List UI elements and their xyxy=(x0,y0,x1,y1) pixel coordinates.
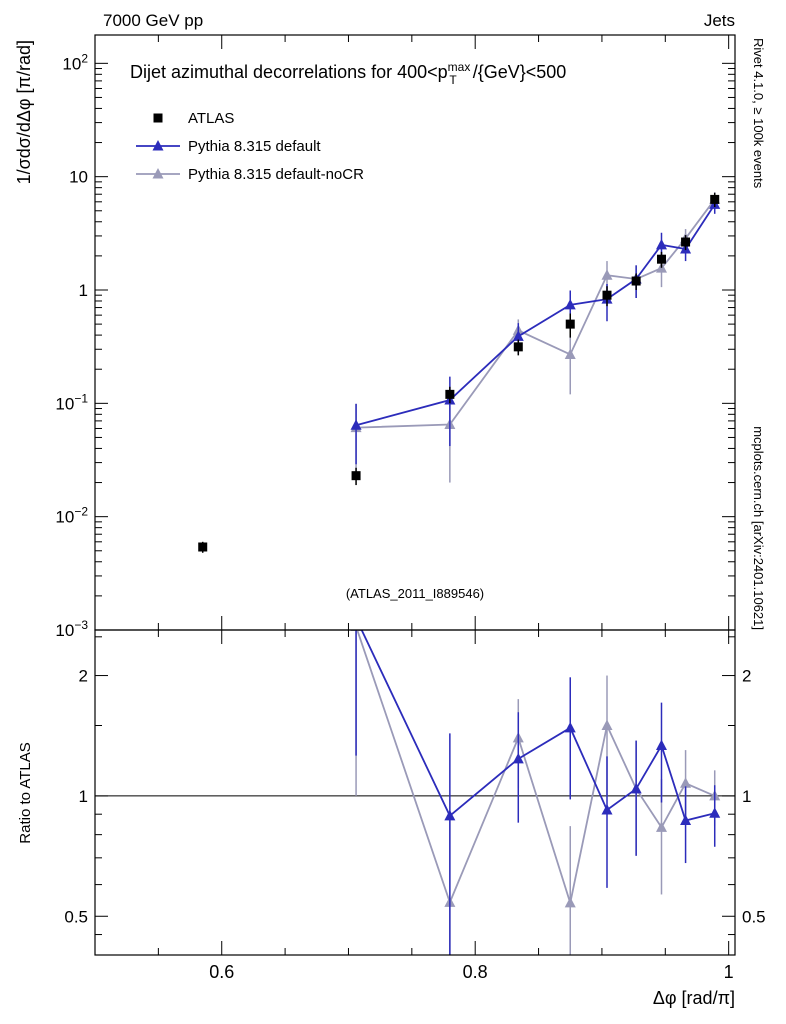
mc-point-marker xyxy=(680,777,692,788)
data-point-marker xyxy=(631,276,641,286)
mc-point-marker xyxy=(351,612,362,623)
rivet-version-note: Rivet 4.1.0, ≥ 100k events xyxy=(751,38,766,189)
mc-point-marker xyxy=(152,140,164,151)
legend-label: Pythia 8.315 default xyxy=(188,138,321,155)
mc-point-marker xyxy=(512,330,524,341)
data-point-marker xyxy=(565,319,575,329)
main-series-pythia-8.315-default-nocr xyxy=(350,192,721,483)
data-point-marker xyxy=(602,290,612,300)
mc-point-marker xyxy=(564,348,576,359)
mc-point-marker xyxy=(680,814,692,825)
plot-title: Dijet azimuthal decorrelations for 400<p… xyxy=(130,60,566,87)
data-point-marker xyxy=(656,254,666,264)
mc-point-marker xyxy=(630,782,642,794)
mc-point-marker xyxy=(152,168,164,179)
ratio-tick-label-right: 1 xyxy=(742,787,751,806)
ratio-tick-label-left: 1 xyxy=(79,787,88,806)
y-tick-label: 10−2 xyxy=(55,505,88,527)
header-beam-energy: 7000 GeV pp xyxy=(103,11,203,30)
data-point-marker xyxy=(513,342,523,352)
main-series-pythia-8.315-default xyxy=(350,196,721,465)
mc-point-marker xyxy=(444,809,456,821)
data-point-marker xyxy=(710,194,720,204)
x-tick-label: 0.6 xyxy=(209,962,234,982)
mc-point-marker xyxy=(350,419,362,430)
main-series-atlas xyxy=(198,192,720,553)
x-tick-label: 1 xyxy=(724,962,734,982)
x-tick-label: 0.8 xyxy=(463,962,488,982)
mc-point-marker xyxy=(564,298,576,310)
legend: ATLAS Pythia 8.315 default Pythia 8.315 de… xyxy=(136,110,364,183)
y-tick-label: 10−1 xyxy=(55,391,88,413)
ratio-tick-label-right: 0.5 xyxy=(742,907,766,926)
y-axis-title: 1/σdσ/dΔφ [π/rad] xyxy=(14,40,34,184)
y-tick-label: 10 xyxy=(69,168,88,187)
data-point-marker xyxy=(681,237,691,247)
legend-label: ATLAS xyxy=(188,110,234,127)
ratio-series-pythia-8.315-default-nocr xyxy=(350,630,721,955)
ratio-axis-title: Ratio to ATLAS xyxy=(17,742,34,843)
mc-point-marker xyxy=(601,803,613,815)
axis-ticks xyxy=(95,35,735,955)
ratio-panel-frame xyxy=(94,629,736,956)
mc-point-marker xyxy=(564,896,576,908)
x-axis-title: Δφ [rad/π] xyxy=(653,988,735,1008)
data-point-marker xyxy=(445,389,455,399)
mc-point-marker xyxy=(512,752,524,764)
header-analysis-type: Jets xyxy=(704,11,735,30)
mc-point-marker xyxy=(655,238,667,250)
ratio-tick-label-left: 2 xyxy=(79,667,88,686)
mcplots-attribution-note: mcplots.cern.ch [arXiv:2401.10621] xyxy=(751,426,766,630)
ratio-tick-label-left: 0.5 xyxy=(64,907,88,926)
data-point-marker xyxy=(153,113,163,123)
data-point-marker xyxy=(198,542,208,552)
mc-point-marker xyxy=(655,821,667,832)
y-tick-label: 10−3 xyxy=(55,618,88,640)
legend-label: Pythia 8.315 default-noCR xyxy=(188,166,364,183)
data-point-marker xyxy=(351,471,361,481)
tick-labels: 102 10 1 10−1 10−2 10−3 2 2 1 1 0.5 0.5 0.6 0.8 1 xyxy=(55,51,765,982)
ratio-series-pythia-8.315-default xyxy=(351,612,721,955)
analysis-id-watermark: (ATLAS_2011_I889546) xyxy=(346,586,484,601)
y-tick-label: 1 xyxy=(79,281,88,300)
y-tick-label: 102 xyxy=(62,51,88,73)
mc-point-marker xyxy=(601,269,613,280)
mc-point-marker xyxy=(655,739,667,750)
mc-point-marker xyxy=(601,719,613,731)
ratio-tick-label-right: 2 xyxy=(742,667,751,686)
mc-point-marker xyxy=(564,721,576,733)
mc-point-marker xyxy=(709,807,721,818)
